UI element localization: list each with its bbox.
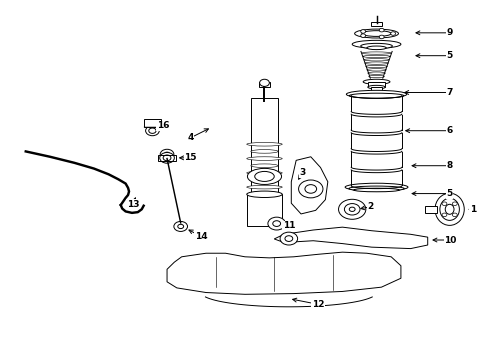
- Ellipse shape: [251, 164, 278, 167]
- Bar: [371, 87, 382, 94]
- Bar: [158, 155, 176, 161]
- Text: 12: 12: [312, 300, 324, 309]
- Ellipse shape: [369, 75, 384, 78]
- Polygon shape: [274, 227, 428, 249]
- Bar: [368, 82, 385, 87]
- Ellipse shape: [146, 126, 159, 136]
- Circle shape: [298, 180, 323, 198]
- Text: 3: 3: [299, 168, 306, 177]
- Circle shape: [349, 207, 355, 211]
- Text: 9: 9: [446, 28, 453, 37]
- Text: 1: 1: [470, 205, 476, 214]
- Circle shape: [442, 213, 447, 217]
- Ellipse shape: [345, 183, 408, 191]
- Ellipse shape: [251, 193, 278, 196]
- Circle shape: [268, 217, 286, 230]
- Ellipse shape: [355, 29, 398, 38]
- Ellipse shape: [352, 40, 401, 48]
- Ellipse shape: [349, 93, 404, 98]
- Text: 4: 4: [187, 133, 194, 142]
- Ellipse shape: [435, 193, 464, 225]
- Ellipse shape: [368, 85, 385, 89]
- Circle shape: [280, 232, 297, 245]
- Ellipse shape: [251, 178, 278, 182]
- Ellipse shape: [362, 52, 391, 54]
- Ellipse shape: [255, 171, 274, 181]
- Circle shape: [442, 202, 447, 206]
- Circle shape: [452, 213, 457, 217]
- Text: 16: 16: [157, 121, 170, 130]
- Ellipse shape: [445, 204, 454, 214]
- Circle shape: [339, 199, 366, 219]
- Ellipse shape: [163, 155, 171, 161]
- Ellipse shape: [251, 150, 278, 153]
- Circle shape: [273, 221, 281, 226]
- Circle shape: [285, 236, 293, 242]
- Text: 7: 7: [446, 88, 453, 97]
- Text: 6: 6: [446, 126, 453, 135]
- Circle shape: [391, 32, 395, 35]
- Text: 10: 10: [444, 235, 457, 244]
- Ellipse shape: [247, 185, 282, 189]
- Ellipse shape: [366, 65, 387, 68]
- Text: 13: 13: [127, 200, 139, 209]
- Text: 14: 14: [195, 232, 207, 241]
- Text: 15: 15: [184, 153, 196, 162]
- Circle shape: [160, 149, 174, 159]
- Circle shape: [379, 28, 384, 32]
- Bar: [425, 206, 438, 213]
- Ellipse shape: [367, 46, 386, 50]
- Circle shape: [379, 35, 384, 39]
- Circle shape: [361, 34, 366, 37]
- Ellipse shape: [361, 43, 392, 49]
- Ellipse shape: [247, 168, 282, 184]
- Text: 8: 8: [446, 161, 453, 170]
- Text: 5: 5: [446, 51, 453, 60]
- Text: 5: 5: [446, 189, 453, 198]
- Ellipse shape: [247, 157, 282, 160]
- Circle shape: [174, 221, 188, 231]
- Polygon shape: [167, 252, 401, 294]
- Circle shape: [305, 185, 317, 193]
- Ellipse shape: [367, 69, 386, 71]
- Bar: [259, 82, 270, 87]
- Ellipse shape: [371, 92, 382, 95]
- Ellipse shape: [368, 72, 385, 75]
- Bar: [371, 22, 382, 26]
- Bar: [247, 194, 282, 226]
- Text: 11: 11: [283, 221, 295, 230]
- Ellipse shape: [346, 90, 407, 98]
- Ellipse shape: [363, 79, 390, 84]
- Ellipse shape: [349, 186, 404, 191]
- Text: 2: 2: [368, 202, 374, 211]
- Ellipse shape: [247, 143, 282, 146]
- Ellipse shape: [354, 188, 399, 192]
- Ellipse shape: [247, 191, 282, 198]
- Bar: [144, 119, 161, 127]
- Ellipse shape: [365, 62, 388, 64]
- Polygon shape: [291, 157, 328, 214]
- Ellipse shape: [364, 59, 389, 61]
- Ellipse shape: [362, 31, 391, 36]
- Ellipse shape: [247, 171, 282, 175]
- Ellipse shape: [440, 198, 460, 220]
- Circle shape: [361, 30, 366, 33]
- Circle shape: [452, 202, 457, 206]
- Ellipse shape: [363, 55, 390, 58]
- Circle shape: [260, 79, 270, 86]
- Circle shape: [344, 203, 360, 215]
- Ellipse shape: [160, 153, 174, 163]
- Circle shape: [164, 152, 170, 157]
- Bar: [251, 98, 278, 198]
- Ellipse shape: [149, 128, 156, 134]
- Circle shape: [178, 224, 184, 229]
